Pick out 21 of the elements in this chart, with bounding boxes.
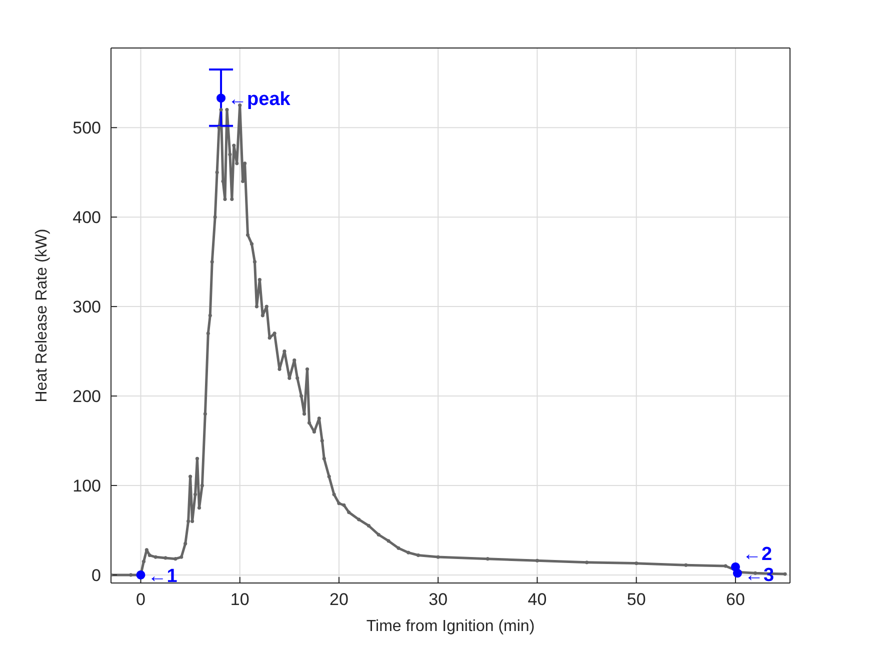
point — [732, 568, 742, 578]
x-tick-label: 0 — [136, 590, 146, 610]
y-tick-label: 500 — [72, 118, 101, 138]
x-tick-label: 30 — [428, 590, 448, 610]
point — [136, 570, 146, 580]
y-tick-label: 400 — [72, 208, 101, 228]
x-tick-label: 40 — [528, 590, 547, 610]
x-tick-label: 50 — [626, 590, 646, 610]
x-tick-label: 10 — [230, 590, 250, 610]
annotation: ←peak — [228, 89, 291, 110]
x-tick-label: 60 — [726, 590, 745, 610]
y-tick-label: 0 — [92, 566, 101, 585]
x-tick-label: 20 — [330, 590, 348, 610]
y-tick-label: 300 — [72, 298, 101, 317]
y-tick-label: 200 — [72, 387, 101, 406]
y-tick-label: 100 — [72, 476, 101, 496]
point — [216, 94, 226, 103]
annotation: ←1 — [148, 566, 178, 587]
x-axis-title: Time from Ignition (min) — [366, 618, 535, 635]
y-axis-title: Heat Release Rate (kW) — [34, 228, 51, 402]
annotation: ←2 — [742, 544, 772, 565]
